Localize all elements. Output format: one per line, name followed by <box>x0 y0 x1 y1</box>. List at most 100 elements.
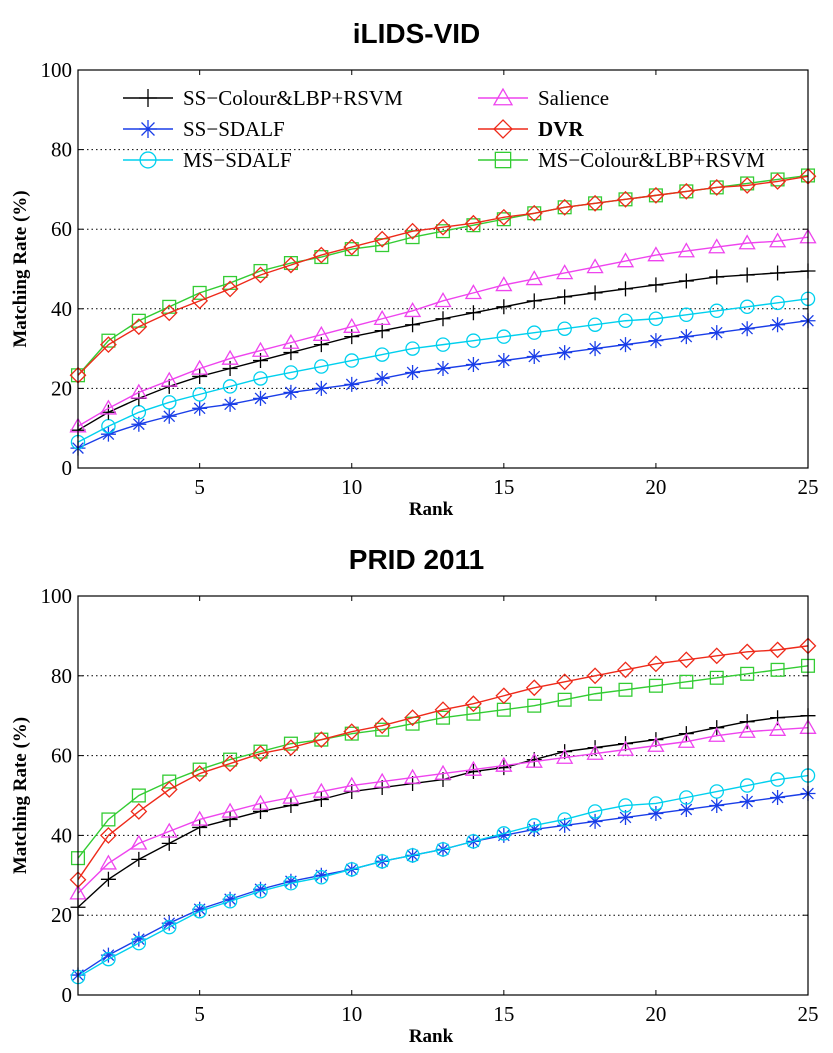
series-ss-colour-lbp-rsvm <box>70 708 816 915</box>
data-point-ms-sdalf <box>466 834 481 849</box>
data-point-dvr <box>221 280 239 298</box>
data-point-ms-sdalf <box>557 812 572 827</box>
data-point-ms-colour-lbp-rsvm <box>588 196 603 211</box>
data-point-salience <box>343 317 361 333</box>
data-point-ss-sdalf <box>496 353 512 369</box>
data-point-salience <box>708 238 726 254</box>
data-point-ss-sdalf <box>648 333 664 349</box>
y-tick-label: 0 <box>62 983 73 1007</box>
data-point-ms-colour-lbp-rsvm <box>709 670 724 685</box>
y-tick-label: 80 <box>51 664 72 688</box>
chart-title-ilids-vid: iLIDS-VID <box>352 18 481 49</box>
legend-item-ms-sdalf: MS−SDALF <box>123 148 292 172</box>
data-point-dvr <box>252 745 269 763</box>
data-point-ss-sdalf <box>587 813 603 829</box>
data-point-salience <box>616 252 635 268</box>
data-point-dvr <box>464 214 482 232</box>
data-point-ss-sdalf <box>253 881 268 897</box>
data-point-salience <box>373 309 391 326</box>
data-point-ms-sdalf <box>344 862 359 877</box>
data-point-dvr <box>160 781 178 798</box>
data-point-salience <box>708 726 726 742</box>
data-point-dvr <box>99 336 117 354</box>
legend-item-salience: Salience <box>478 86 609 110</box>
data-point-dvr <box>525 204 543 222</box>
data-point-dvr <box>160 304 178 322</box>
data-point-dvr <box>191 765 209 782</box>
data-point-dvr <box>343 238 361 256</box>
x-tick-label: 5 <box>194 475 205 499</box>
data-point-dvr <box>495 687 513 705</box>
data-point-ss-colour-lbp-rsvm <box>192 819 208 835</box>
data-point-ss-colour-lbp-rsvm <box>374 323 390 339</box>
legend-label: DVR <box>538 117 584 141</box>
chart-0-x-axis: 5 10 15 20 25 <box>194 70 819 499</box>
legend-item-ss-sdalf: SS−SDALF <box>123 117 285 141</box>
chart-1-x-axis: 5 10 15 20 25 <box>194 596 819 1026</box>
data-point-ss-sdalf <box>131 416 147 432</box>
data-point-ms-sdalf <box>374 854 390 869</box>
data-point-ss-sdalf <box>161 915 177 931</box>
data-point-salience <box>768 232 787 248</box>
series-ms-colour-lbp-rsvm <box>70 658 816 866</box>
data-point-ms-sdalf <box>101 951 116 967</box>
series-line-ss-sdalf <box>77 792 809 976</box>
data-point-ms-colour-lbp-rsvm <box>770 662 785 677</box>
data-point-ss-sdalf <box>161 408 177 424</box>
data-point-ms-sdalf <box>496 329 512 344</box>
data-point-ss-sdalf <box>526 821 542 837</box>
data-point-salience <box>768 720 787 736</box>
series-line-ss-colour-lbp-rsvm <box>77 715 809 908</box>
x-tick-label: 15 <box>493 475 514 499</box>
data-point-ms-colour-lbp-rsvm <box>527 206 542 221</box>
data-point-ss-sdalf <box>100 947 116 963</box>
data-point-ss-colour-lbp-rsvm <box>648 277 664 293</box>
data-point-ms-sdalf <box>648 796 664 811</box>
data-point-ss-colour-lbp-rsvm <box>253 803 268 819</box>
data-point-salience <box>556 264 574 280</box>
x-tick-label: 5 <box>194 1002 205 1026</box>
series-ms-sdalf <box>70 291 816 450</box>
data-point-dvr <box>769 641 787 659</box>
data-point-salience <box>99 399 118 415</box>
series-line-ms-colour-lbp-rsvm <box>77 665 809 859</box>
x-tick-label: 25 <box>798 475 819 499</box>
y-tick-label: 20 <box>51 376 72 400</box>
y-axis-label: Matching Rate (%) <box>10 190 31 347</box>
data-point-ms-sdalf <box>527 818 542 833</box>
data-point-ss-sdalf <box>222 396 238 412</box>
data-point-ms-sdalf <box>557 321 572 336</box>
data-point-ss-sdalf <box>709 797 725 813</box>
data-point-ms-sdalf <box>161 395 177 410</box>
data-point-dvr <box>738 177 756 194</box>
data-point-ss-colour-lbp-rsvm <box>648 732 664 748</box>
legend: SS−Colour&LBP+RSVM SS−SDALF MS−SDALF Salien… <box>123 86 765 172</box>
data-point-ms-sdalf <box>435 337 451 352</box>
legend-label: SS−Colour&LBP+RSVM <box>183 86 403 110</box>
data-point-ss-colour-lbp-rsvm <box>465 305 481 321</box>
data-point-ms-sdalf <box>587 804 603 819</box>
data-point-ss-sdalf <box>678 329 694 345</box>
data-point-ss-sdalf <box>283 873 299 889</box>
data-point-dvr <box>617 661 634 679</box>
data-point-ms-colour-lbp-rsvm <box>618 192 633 207</box>
data-point-ms-sdalf <box>222 893 238 909</box>
data-point-ss-colour-lbp-rsvm <box>192 368 208 384</box>
data-point-ss-colour-lbp-rsvm <box>587 285 603 301</box>
data-point-dvr <box>373 230 391 248</box>
data-point-ms-sdalf <box>587 317 603 332</box>
series-ms-sdalf <box>70 768 816 985</box>
x-tick-label: 10 <box>341 475 362 499</box>
data-point-ms-colour-lbp-rsvm <box>648 188 663 203</box>
x-axis-label: Rank <box>409 499 454 520</box>
series-dvr <box>69 637 817 889</box>
data-point-salience <box>403 768 422 784</box>
data-point-salience <box>525 752 543 768</box>
data-point-ms-colour-lbp-rsvm <box>740 666 755 681</box>
data-point-salience <box>160 822 178 838</box>
data-point-ss-sdalf <box>739 793 755 809</box>
data-point-ms-sdalf <box>527 325 542 340</box>
data-point-ss-colour-lbp-rsvm <box>678 273 694 289</box>
data-point-salience <box>525 270 543 286</box>
data-point-salience <box>191 810 209 826</box>
